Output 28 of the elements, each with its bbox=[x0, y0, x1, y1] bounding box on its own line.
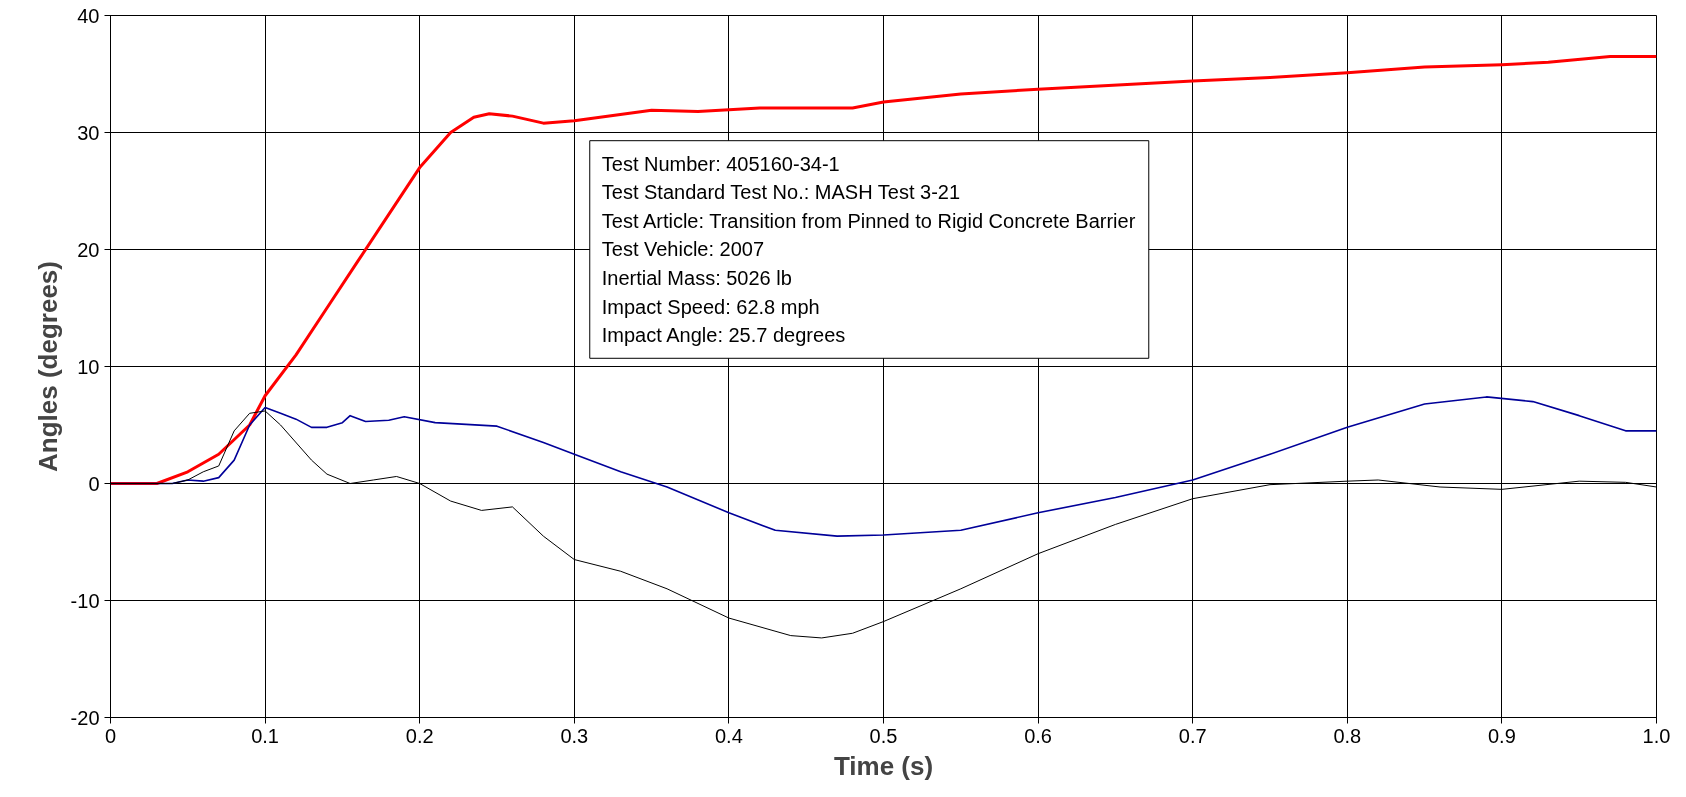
x-tick-label: 1.0 bbox=[1642, 724, 1671, 747]
x-tick-label: 0.3 bbox=[560, 724, 589, 747]
x-tick-label: 0.1 bbox=[251, 724, 280, 747]
y-tick-label: 0 bbox=[88, 472, 100, 495]
x-tick-label: 0.2 bbox=[405, 724, 434, 747]
annotation: Test Article: Transition from Pinned to Rigid Concrete Barrier bbox=[601, 209, 1136, 232]
annotation: Test Vehicle: 2007 bbox=[601, 238, 765, 261]
y-tick-label: 20 bbox=[77, 238, 100, 261]
annotation: Impact Angle: 25.7 degrees bbox=[601, 324, 846, 347]
x-tick-label: 0.6 bbox=[1024, 724, 1053, 747]
y-tick-label: 40 bbox=[77, 4, 100, 27]
x-tick-label: 0 bbox=[104, 724, 117, 747]
x-tick-label: 0.8 bbox=[1333, 724, 1362, 747]
x-tick-label: 0.7 bbox=[1178, 724, 1207, 747]
annotation: Inertial Mass: 5026 lb bbox=[601, 267, 792, 290]
line-series bbox=[110, 54, 1657, 485]
annotation: Test Standard Test No.: MASH Test 3-21 bbox=[601, 181, 961, 204]
y-tick-label: 10 bbox=[77, 355, 100, 378]
y-axis-title: Angles (degrees) bbox=[32, 261, 63, 472]
x-tick-label: 0.5 bbox=[869, 724, 898, 747]
y-tick-label: -10 bbox=[70, 589, 100, 612]
x-tick-label: 0.4 bbox=[715, 724, 743, 747]
y-tick-label: -20 bbox=[70, 706, 100, 729]
x-axis-title: Time (s) bbox=[833, 750, 934, 781]
x-tick-label: 0.9 bbox=[1488, 724, 1516, 747]
annotation: Impact Speed: 62.8 mph bbox=[601, 295, 820, 318]
annotation: Test Number: 405160-34-1 bbox=[601, 152, 840, 175]
y-tick-label: 30 bbox=[77, 121, 100, 144]
